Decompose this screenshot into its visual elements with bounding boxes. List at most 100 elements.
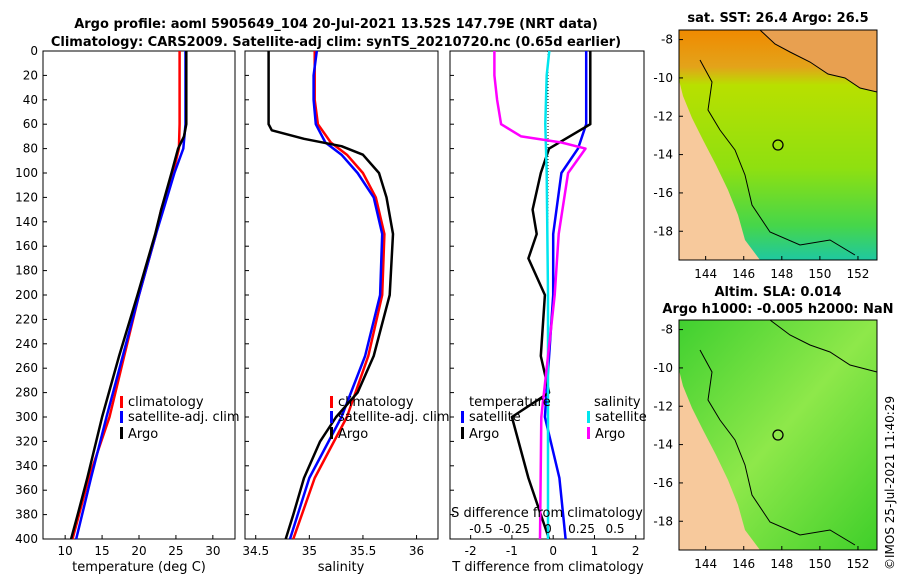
sla-ocean (679, 320, 877, 550)
lon-tick-label: 150 (808, 557, 831, 571)
lon-tick-label: 152 (847, 267, 870, 281)
lon-tick-label: 150 (808, 267, 831, 281)
depth-tick-label: 140 (15, 215, 38, 229)
diff-line-temp-argo (510, 51, 592, 540)
temp-line-argo (69, 51, 188, 540)
diff-line-sal-argo (493, 51, 587, 540)
sal-tick-label: 34.5 (242, 544, 269, 558)
sdiff-tick-label: 0.5 (605, 522, 624, 536)
sst-map-title: sat. SST: 26.4 Argo: 26.5 (687, 11, 868, 26)
s-difference-label: S difference from climatology (451, 506, 643, 521)
sal-legend-argo: Argo (338, 427, 368, 442)
lat-tick-label: -18 (653, 224, 673, 238)
depth-tick-label: 180 (15, 264, 38, 278)
sal-tick-label: 35 (302, 544, 317, 558)
legend-sal-satellite: satellite (595, 410, 647, 425)
legend-temp-satellite: satellite (469, 410, 521, 425)
lat-tick-label: -14 (653, 148, 673, 162)
depth-tick-label: 60 (23, 117, 38, 131)
lon-tick-label: 152 (847, 557, 870, 571)
sal-legend-climatology: climatology (338, 395, 414, 410)
depth-tick-label: 80 (23, 142, 38, 156)
depth-tick-label: 360 (15, 483, 38, 497)
sal-line-climatology (292, 51, 386, 540)
sla-map-title-1: Altim. SLA: 0.014 (715, 285, 842, 300)
sal-legend-satellite: satellite-adj. clim (338, 410, 450, 425)
difference-legend: temperature satellite Argo salinity sate… (461, 395, 647, 442)
temp-legend-climatology: climatology (128, 395, 204, 410)
legend-heading-salinity: salinity (594, 395, 641, 410)
depth-tick-label: 340 (15, 459, 38, 473)
argo-location-marker (772, 139, 784, 151)
sdiff-tick-label: 0.25 (568, 522, 595, 536)
lat-tick-label: -8 (661, 33, 673, 47)
legend-heading-temperature: temperature (469, 395, 551, 410)
lat-tick-label: -16 (653, 476, 673, 490)
sla-shelf-contour (699, 349, 856, 546)
lon-tick-label: 148 (770, 557, 793, 571)
sdiff-tick-label: -0.5 (469, 522, 492, 536)
depth-tick-label: 320 (15, 434, 38, 448)
tdiff-tick-label: 2 (632, 544, 640, 558)
sal-tick-label: 35.5 (350, 544, 377, 558)
depth-tick-label: 300 (15, 410, 38, 424)
lon-tick-label: 146 (732, 267, 755, 281)
temp-tick-label: 10 (58, 544, 73, 558)
depth-tick-label: 20 (23, 68, 38, 82)
sst-ocean (679, 30, 877, 260)
sla-map-title-2: Argo h1000: -0.005 h2000: NaN (662, 302, 893, 317)
tdiff-tick-label: -1 (506, 544, 518, 558)
sal-line-argo (267, 51, 395, 540)
sst-map: sat. SST: 26.4 Argo: 26.5 144 146 148 150 15… (653, 11, 878, 281)
lat-tick-label: -12 (653, 399, 673, 413)
tdiff-tick-label: 0 (549, 544, 557, 558)
depth-tick-label: 200 (15, 288, 38, 302)
lat-tick-label: -18 (653, 514, 673, 528)
temp-tick-label: 15 (94, 544, 109, 558)
sla-png-coast (769, 319, 878, 373)
temperature-legend: climatology satellite-adj. clim Argo (120, 395, 240, 442)
depth-tick-label: 400 (15, 532, 38, 546)
watermark: ©IMOS 25-Jul-2021 11:40:29 (883, 396, 897, 570)
title-line-2: Climatology: CARS2009. Satellite-adj cli… (51, 35, 621, 50)
lat-tick-label: -16 (653, 186, 673, 200)
depth-tick-label: 40 (23, 93, 38, 107)
tdiff-tick-label: -2 (465, 544, 477, 558)
lat-tick-label: -12 (653, 109, 673, 123)
lat-tick-label: -10 (653, 361, 673, 375)
temperature-axis-label: temperature (deg C) (72, 560, 206, 575)
salinity-legend: climatology satellite-adj. clim Argo (330, 395, 450, 442)
depth-tick-label: 260 (15, 361, 38, 375)
lat-tick-label: -14 (653, 438, 673, 452)
temp-tick-label: 30 (205, 544, 220, 558)
lat-tick-label: -8 (661, 323, 673, 337)
t-difference-label: T difference from climatology (451, 560, 644, 575)
depth-tick-label: 0 (30, 44, 38, 58)
lon-tick-label: 144 (694, 267, 717, 281)
depth-tick-label: 240 (15, 337, 38, 351)
legend-sal-argo: Argo (595, 427, 625, 442)
salinity-axis-label: salinity (318, 560, 365, 575)
depth-tick-label: 100 (15, 166, 38, 180)
legend-temp-argo: Argo (469, 427, 499, 442)
argo-location-marker-sla (772, 429, 784, 441)
lat-tick-label: -10 (653, 71, 673, 85)
lon-tick-label: 146 (732, 557, 755, 571)
sla-map: Altim. SLA: 0.014 Argo h1000: -0.005 h20… (653, 285, 893, 571)
depth-tick-label: 380 (15, 508, 38, 522)
temp-legend-satellite: satellite-adj. clim (128, 410, 240, 425)
sal-tick-label: 36 (409, 544, 424, 558)
temp-legend-argo: Argo (128, 427, 158, 442)
diff-line-sal-satellite (544, 50, 551, 539)
salinity-panel: 34.5 35 35.5 36 salinity climatology satell… (242, 50, 450, 575)
sdiff-tick-label: 0 (544, 522, 552, 536)
lon-tick-label: 148 (770, 267, 793, 281)
depth-tick-label: 280 (15, 386, 38, 400)
title-line-1: Argo profile: aoml 5905649_104 20-Jul-20… (74, 17, 598, 32)
sst-shelf-contour (699, 59, 856, 256)
depth-tick-label: 120 (15, 190, 38, 204)
temperature-panel: 0 20 40 60 80 100 120 140 160 180 200 220 240 260 280 3… (15, 44, 240, 575)
temp-tick-label: 20 (131, 544, 146, 558)
sdiff-tick-label: -0.25 (499, 522, 530, 536)
